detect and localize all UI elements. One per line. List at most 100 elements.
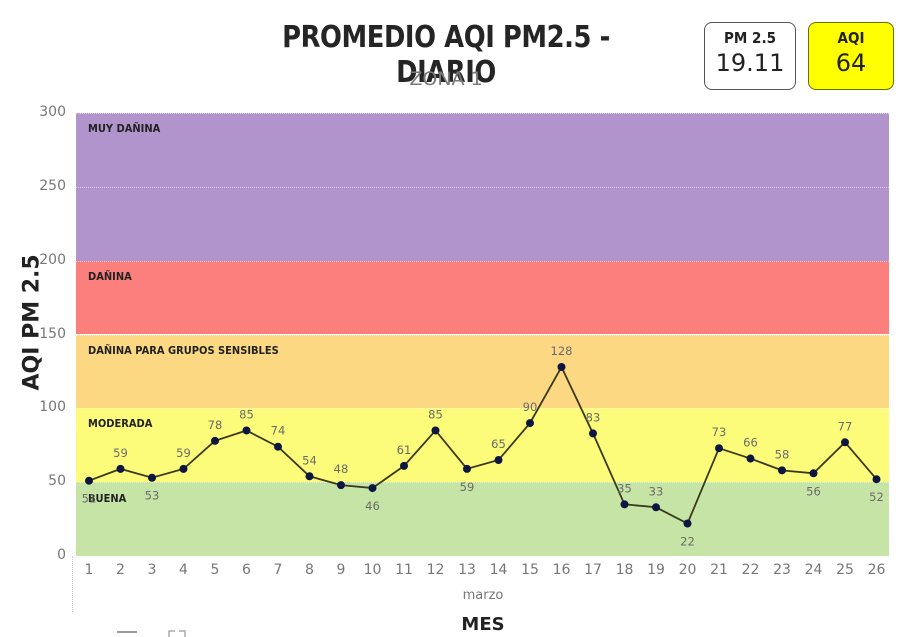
expand-icon[interactable] <box>165 628 189 637</box>
data-point[interactable] <box>211 436 219 445</box>
data-point[interactable] <box>872 475 881 484</box>
data-point[interactable] <box>809 469 818 478</box>
x-axis-title: MES <box>461 614 505 635</box>
data-point[interactable] <box>431 426 440 435</box>
x-tick-label: 11 <box>395 562 413 578</box>
data-label: 35 <box>617 481 632 495</box>
data-point[interactable] <box>683 519 692 528</box>
data-label: 52 <box>869 490 884 504</box>
aqi-card-label: AQI <box>837 29 865 47</box>
data-label: 74 <box>271 424 286 438</box>
y-tick-label: 100 <box>39 399 66 416</box>
data-point[interactable] <box>778 466 786 475</box>
y-tick-label: 200 <box>39 251 66 268</box>
aqi-band-label: MODERADA <box>88 417 153 431</box>
x-tick-label: 22 <box>741 562 760 578</box>
data-point[interactable] <box>85 476 93 485</box>
x-tick-label: 4 <box>179 562 188 578</box>
data-point[interactable] <box>400 461 408 470</box>
gridline <box>76 482 889 484</box>
data-label: 51 <box>82 492 97 506</box>
data-label: 85 <box>239 407 254 421</box>
data-point[interactable] <box>589 429 597 438</box>
data-label: 46 <box>365 499 380 513</box>
gridline <box>76 186 889 188</box>
pm25-card-label: PM 2.5 <box>724 29 776 47</box>
x-tick-label: 16 <box>552 562 571 578</box>
x-tick-label: 13 <box>458 562 476 578</box>
x-tick-label: 9 <box>336 562 346 578</box>
data-point[interactable] <box>620 500 629 509</box>
focus-mode-icon[interactable] <box>115 628 139 637</box>
data-label: 73 <box>712 425 727 439</box>
pm25-card: PM 2.5 19.11 <box>704 22 796 90</box>
data-point[interactable] <box>841 438 849 447</box>
data-point[interactable] <box>148 473 156 482</box>
chart-subtitle: ZONA 1 <box>409 68 483 90</box>
x-tick-label: 14 <box>489 562 508 578</box>
aqi-band-label: DAÑINA PARA GRUPOS SENSIBLES <box>88 343 279 357</box>
data-label: 66 <box>743 436 758 450</box>
x-tick-label: 18 <box>615 562 634 578</box>
x-tick-label: 26 <box>867 562 886 578</box>
data-point[interactable] <box>494 456 503 465</box>
aqi-band: MODERADA <box>76 408 889 483</box>
data-label: 53 <box>145 489 160 503</box>
data-label: 59 <box>113 446 128 460</box>
aqi-band-label: DAÑINA <box>88 269 132 283</box>
aqi-band-label: BUENA <box>88 492 127 506</box>
x-tick-label: 8 <box>305 562 314 578</box>
x-tick-label: 24 <box>804 562 823 578</box>
x-tick-label: 17 <box>584 562 602 578</box>
x-tick-label: 12 <box>426 562 445 578</box>
data-label: 128 <box>551 344 573 358</box>
data-label: 61 <box>397 443 412 457</box>
data-label: 77 <box>838 419 853 433</box>
data-label: 59 <box>176 446 191 460</box>
aqi-band: DAÑINA PARA GRUPOS SENSIBLES <box>76 334 889 409</box>
data-label: 59 <box>460 480 475 494</box>
x-tick-label: 10 <box>363 562 382 578</box>
x-tick-label: 2 <box>116 562 125 578</box>
data-point[interactable] <box>526 419 534 428</box>
visual-header-icons <box>115 628 189 637</box>
x-tick-label: 19 <box>647 562 665 578</box>
gridline <box>76 334 889 336</box>
y-tick-label: 150 <box>39 325 66 342</box>
aqi-line-series: 51 59 53 59 78 85 74 54 48 46 61 85 59 65 90 128 83 35 33 2… <box>82 344 884 549</box>
aqi-card: AQI 64 <box>808 22 894 90</box>
aqi-card-value: 64 <box>835 49 867 77</box>
data-point[interactable] <box>116 464 125 473</box>
x-tick-label: 23 <box>773 562 791 578</box>
data-label: 65 <box>491 437 506 451</box>
data-point[interactable] <box>305 472 314 481</box>
y-tick-label: 250 <box>39 177 66 194</box>
data-label: 85 <box>428 407 443 421</box>
data-label: 90 <box>523 400 538 414</box>
x-tick-label: 20 <box>678 562 697 578</box>
data-point[interactable] <box>463 464 471 473</box>
aqi-band: BUENA <box>76 482 889 556</box>
data-point[interactable] <box>179 464 188 473</box>
data-point[interactable] <box>274 442 282 451</box>
y-tick-label: 0 <box>57 547 66 563</box>
x-tick-label: 15 <box>521 562 539 578</box>
data-point[interactable] <box>242 426 251 435</box>
data-label: 78 <box>208 418 223 432</box>
gridline <box>76 113 889 114</box>
data-point[interactable] <box>557 362 566 371</box>
data-label: 58 <box>775 447 790 461</box>
data-point[interactable] <box>652 503 660 512</box>
x-tick-label: 21 <box>710 562 728 578</box>
x-tick-label: 25 <box>836 562 854 578</box>
data-point[interactable] <box>715 444 723 453</box>
data-point[interactable] <box>746 454 755 463</box>
chart-title: PROMEDIO AQI PM2.5 - DIARIO <box>282 20 610 90</box>
data-point[interactable] <box>368 484 377 493</box>
data-point[interactable] <box>337 481 345 490</box>
plot-area: MUY DAÑINA DAÑINA DAÑINA PARA GRUPOS SENSI… <box>76 113 889 556</box>
data-label: 54 <box>302 453 317 467</box>
y-tick-label: 300 <box>39 104 66 120</box>
y-tick-label: 50 <box>48 473 66 490</box>
aqi-band: DAÑINA <box>76 260 889 335</box>
